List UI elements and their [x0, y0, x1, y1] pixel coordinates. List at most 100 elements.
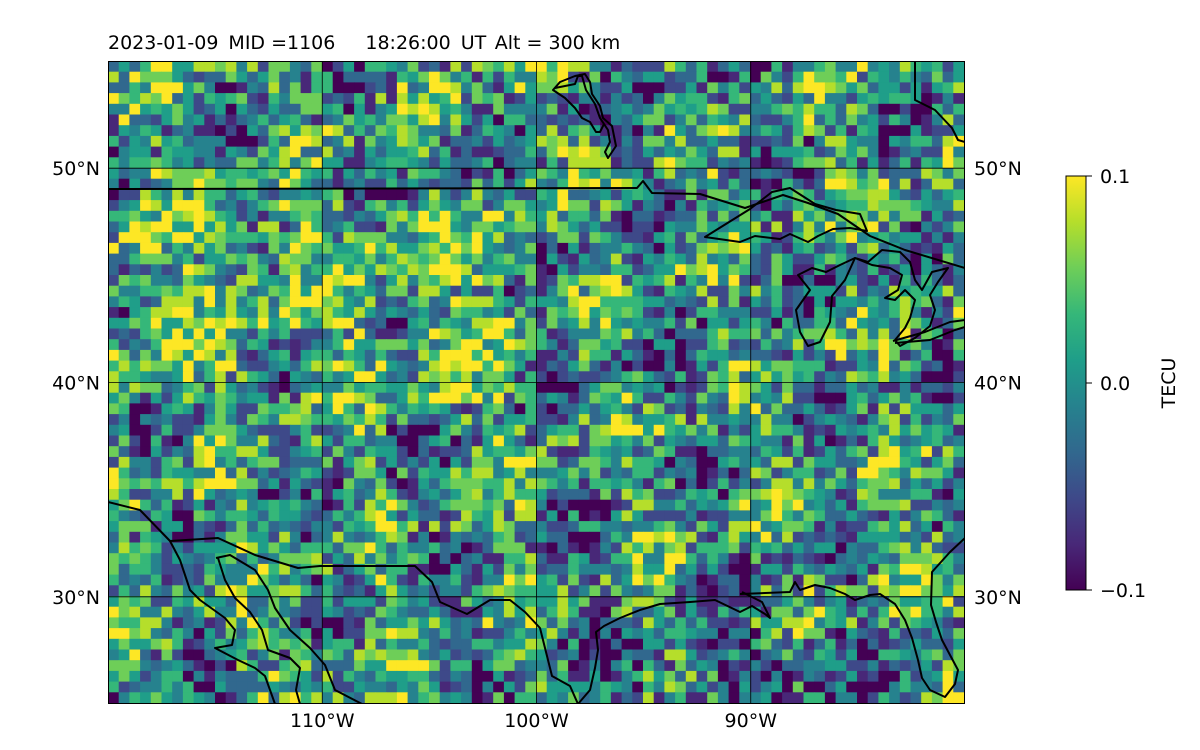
tec-cell — [803, 296, 815, 308]
tec-cell — [493, 638, 505, 650]
tec-cell — [236, 703, 248, 704]
tec-cell — [375, 382, 387, 394]
tec-cell — [343, 82, 355, 94]
tec-cell — [782, 617, 794, 629]
tec-cell — [536, 210, 548, 222]
tec-cell — [471, 328, 483, 340]
tec-cell — [921, 617, 933, 629]
tec-cell — [182, 531, 194, 543]
tec-cell — [536, 531, 548, 543]
tec-cell — [482, 681, 494, 693]
tec-cell — [803, 135, 815, 147]
tec-cell — [792, 606, 804, 618]
tec-cell — [589, 135, 601, 147]
tec-cell — [792, 71, 804, 83]
tec-cell — [878, 371, 890, 383]
tec-cell — [953, 71, 965, 83]
tec-cell — [418, 71, 430, 83]
tec-cell — [161, 510, 173, 522]
tec-cell — [857, 178, 869, 190]
tec-cell — [193, 638, 205, 650]
tec-cell — [632, 232, 644, 244]
tec-cell — [204, 617, 216, 629]
tec-cell — [578, 125, 590, 137]
tec-cell — [632, 146, 644, 158]
tec-cell — [931, 553, 943, 565]
tec-cell — [600, 596, 612, 608]
tec-cell — [546, 489, 558, 501]
tec-cell — [129, 435, 141, 447]
tec-cell — [182, 114, 194, 126]
tec-cell — [536, 489, 548, 501]
tec-cell — [685, 574, 697, 586]
tec-cell — [182, 542, 194, 554]
tec-cell — [386, 157, 398, 169]
tec-cell — [386, 649, 398, 661]
tec-cell — [118, 414, 130, 426]
tec-cell — [118, 317, 130, 329]
tec-cell — [610, 617, 622, 629]
tec-cell — [942, 489, 954, 501]
tec-cell — [546, 392, 558, 404]
tec-cell — [792, 435, 804, 447]
tec-cell — [354, 670, 366, 682]
tec-cell — [739, 638, 751, 650]
tec-cell — [332, 414, 344, 426]
tec-cell — [225, 553, 237, 565]
tec-cell — [889, 135, 901, 147]
tec-cell — [118, 178, 130, 190]
tec-cell — [664, 232, 676, 244]
tec-cell — [129, 328, 141, 340]
tec-cell — [621, 660, 633, 672]
tec-cell — [439, 478, 451, 490]
tec-cell — [482, 617, 494, 629]
tec-cell — [332, 606, 344, 618]
tec-cell — [792, 467, 804, 479]
tec-cell — [503, 157, 515, 169]
tec-cell — [621, 596, 633, 608]
tec-cell — [621, 125, 633, 137]
tec-cell — [364, 178, 376, 190]
tec-cell — [600, 189, 612, 201]
tec-cell — [471, 103, 483, 115]
tec-cell — [289, 146, 301, 158]
tec-cell — [536, 307, 548, 319]
us-mexico-border — [108, 501, 579, 704]
tec-cell — [150, 563, 162, 575]
tec-cell — [653, 489, 665, 501]
tec-cell — [546, 692, 558, 704]
tec-cell — [429, 414, 441, 426]
tec-cell — [643, 242, 655, 254]
tec-cell — [717, 681, 729, 693]
tec-cell — [311, 307, 323, 319]
tec-cell — [803, 349, 815, 361]
tec-cell — [814, 542, 826, 554]
tec-cell — [696, 275, 708, 287]
tec-cell — [728, 382, 740, 394]
tec-cell — [322, 210, 334, 222]
tec-cell — [343, 103, 355, 115]
tec-cell — [728, 146, 740, 158]
tec-cell — [247, 585, 259, 597]
tec-cell — [685, 382, 697, 394]
tec-cell — [910, 489, 922, 501]
tec-cell — [610, 446, 622, 458]
tec-cell — [867, 649, 879, 661]
tec-cell — [942, 382, 954, 394]
tec-cell — [664, 82, 676, 94]
tec-cell — [343, 210, 355, 222]
tec-cell — [707, 563, 719, 575]
tec-cell — [461, 617, 473, 629]
tec-cell — [450, 157, 462, 169]
tec-cell — [557, 670, 569, 682]
tec-cell — [610, 339, 622, 351]
tec-cell — [728, 360, 740, 372]
tec-cell — [311, 628, 323, 640]
tec-cell — [247, 681, 259, 693]
tec-cell — [632, 328, 644, 340]
tec-cell — [696, 489, 708, 501]
tec-cell — [717, 82, 729, 94]
tec-cell — [867, 670, 879, 682]
tec-cell — [632, 478, 644, 490]
tec-cell — [964, 681, 965, 693]
